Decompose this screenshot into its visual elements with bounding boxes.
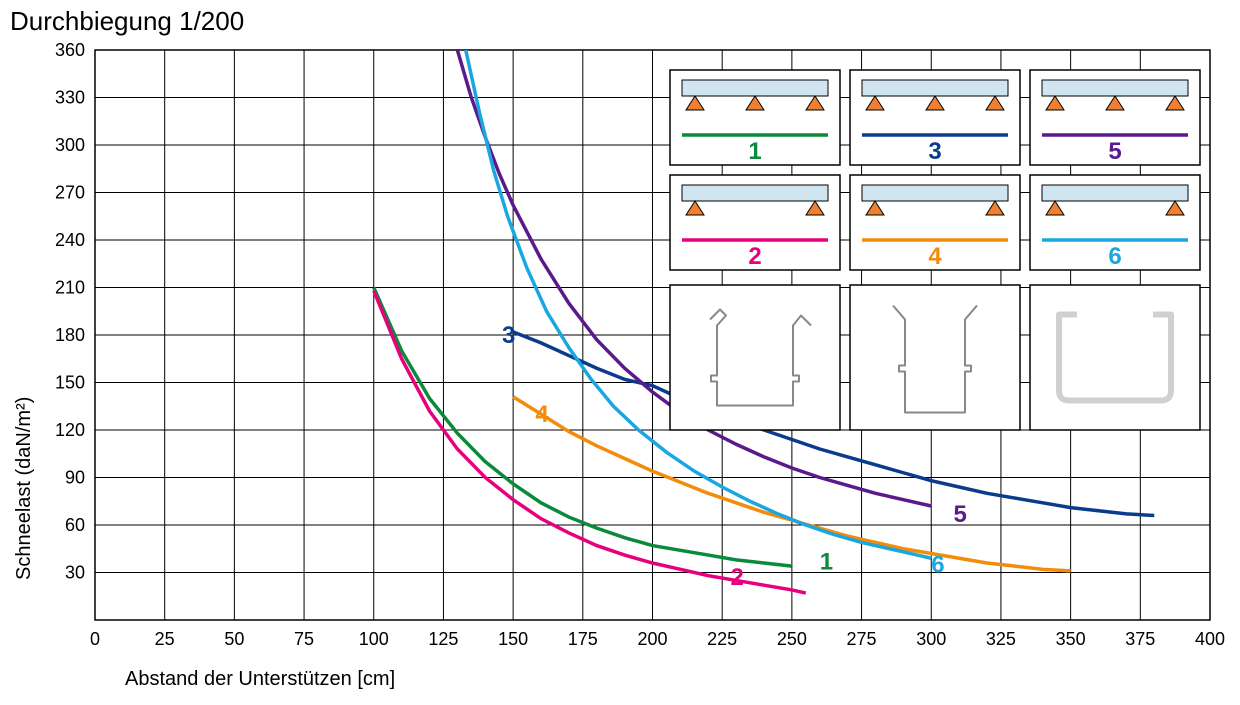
svg-text:150: 150 [55, 373, 85, 393]
svg-text:60: 60 [65, 515, 85, 535]
svg-text:2: 2 [748, 243, 761, 270]
legend-item-6: 6 [1030, 175, 1200, 270]
svg-text:240: 240 [55, 230, 85, 250]
profile-box-1 [850, 285, 1020, 430]
svg-text:175: 175 [568, 629, 598, 649]
svg-text:180: 180 [55, 325, 85, 345]
svg-text:300: 300 [916, 629, 946, 649]
series-label-6: 6 [931, 552, 944, 579]
svg-text:300: 300 [55, 135, 85, 155]
svg-text:330: 330 [55, 88, 85, 108]
svg-text:75: 75 [294, 629, 314, 649]
svg-text:5: 5 [1108, 138, 1121, 165]
svg-text:0: 0 [90, 629, 100, 649]
series-label-4: 4 [535, 401, 549, 428]
svg-text:325: 325 [986, 629, 1016, 649]
legend-item-5: 5 [1030, 70, 1200, 165]
chart-title: Durchbiegung 1/200 [10, 6, 244, 36]
svg-text:Abstand der Unterstützen [cm]: Abstand der Unterstützen [cm] [125, 668, 395, 690]
chart-container: Durchbiegung 1/2000255075100125150175200… [0, 0, 1240, 705]
svg-text:25: 25 [155, 629, 175, 649]
svg-text:3: 3 [928, 138, 941, 165]
legend: 1 3 5 2 4 6 [670, 70, 1200, 430]
series-label-2: 2 [731, 564, 744, 591]
legend-item-2: 2 [670, 175, 840, 270]
svg-text:270: 270 [55, 183, 85, 203]
series-label-3: 3 [502, 322, 515, 349]
svg-text:275: 275 [847, 629, 877, 649]
svg-text:50: 50 [224, 629, 244, 649]
svg-text:200: 200 [637, 629, 667, 649]
svg-text:150: 150 [498, 629, 528, 649]
svg-text:1: 1 [748, 138, 761, 165]
svg-text:210: 210 [55, 278, 85, 298]
svg-text:125: 125 [428, 629, 458, 649]
svg-text:225: 225 [707, 629, 737, 649]
series-label-5: 5 [954, 501, 967, 528]
svg-text:120: 120 [55, 420, 85, 440]
legend-item-3: 3 [850, 70, 1020, 165]
svg-text:100: 100 [359, 629, 389, 649]
legend-item-4: 4 [850, 175, 1020, 270]
svg-text:350: 350 [1056, 629, 1086, 649]
profile-box-0 [670, 285, 840, 430]
svg-text:30: 30 [65, 563, 85, 583]
svg-text:400: 400 [1195, 629, 1225, 649]
svg-text:Schneelast (daN/m²): Schneelast (daN/m²) [13, 397, 35, 580]
chart-svg: Durchbiegung 1/2000255075100125150175200… [0, 0, 1240, 705]
svg-text:90: 90 [65, 468, 85, 488]
svg-text:360: 360 [55, 40, 85, 60]
svg-text:6: 6 [1108, 243, 1121, 270]
svg-text:250: 250 [777, 629, 807, 649]
series-label-1: 1 [820, 548, 833, 575]
svg-text:4: 4 [928, 243, 942, 270]
profile-box-2 [1030, 285, 1200, 430]
legend-item-1: 1 [670, 70, 840, 165]
svg-text:375: 375 [1125, 629, 1155, 649]
